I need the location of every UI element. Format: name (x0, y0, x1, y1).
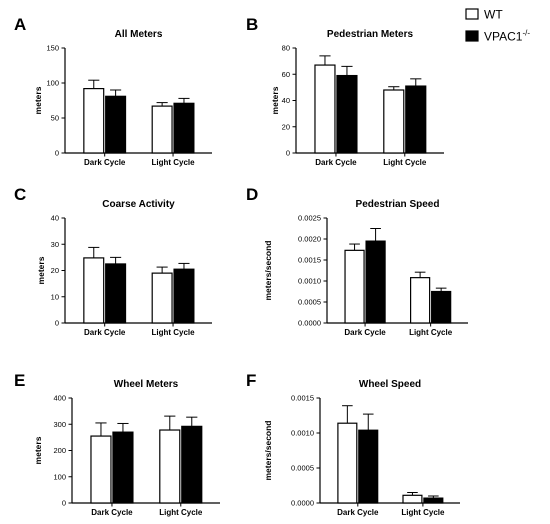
y-tick-label-d-0: 0.0000 (298, 319, 321, 328)
bar-a-wt-1 (151, 105, 173, 154)
y-tick-label-e-4: 400 (53, 394, 66, 403)
y-tick-label-a-0: 0 (55, 149, 59, 158)
bar-d-vpac1-0 (365, 240, 386, 324)
y-tick-label-d-3: 0.0015 (298, 256, 321, 265)
panel-label-b: B (246, 15, 258, 34)
y-tick-label-f-1: 0.0005 (291, 464, 314, 473)
y-tick-label-f-3: 0.0015 (291, 394, 314, 403)
bar-c-vpac1-1 (173, 268, 195, 324)
legend-label-vpac1: VPAC1-/- (484, 29, 530, 44)
legend-swatch-wt (465, 8, 479, 20)
bar-f-vpac1-1 (423, 497, 444, 504)
panel-label-a: A (14, 15, 26, 34)
category-label-b-1: Light Cycle (383, 158, 427, 167)
bar-a-vpac1-1 (173, 102, 195, 154)
category-label-c-1: Light Cycle (151, 328, 195, 337)
panel-c: C Coarse Activity meters 0 10 20 30 40 Dark Cycl… (14, 185, 212, 337)
bar-f-vpac1-0 (358, 429, 379, 504)
bar-e-wt-1 (159, 429, 181, 504)
y-tick-label-f-2: 0.0010 (291, 429, 314, 438)
y-tick-label-c-3: 30 (51, 240, 59, 249)
category-label-c-0: Dark Cycle (84, 328, 126, 337)
chart-title-d: Pedestrian Speed (356, 199, 440, 210)
panel-label-f: F (246, 371, 256, 390)
y-tick-label-e-3: 300 (53, 420, 66, 429)
y-tick-label-c-0: 0 (55, 319, 59, 328)
y-axis-label-b: meters (270, 86, 280, 114)
category-label-a-0: Dark Cycle (84, 158, 126, 167)
category-label-f-1: Light Cycle (401, 508, 445, 517)
y-axis-label-f: meters/second (263, 421, 273, 481)
legend-label-vpac1-main: VPAC1 (484, 30, 523, 44)
bar-a-vpac1-0 (105, 95, 127, 154)
panel-a: A All Meters meters 0 50 100 150 Dark Cycle Ligh… (14, 15, 212, 167)
panel-d: D Pedestrian Speed meters/second 0.0000 0.00… (246, 185, 468, 337)
category-label-f-0: Dark Cycle (337, 508, 379, 517)
legend: WT VPAC1-/- (465, 8, 530, 44)
chart-title-c: Coarse Activity (102, 199, 175, 210)
category-label-d-0: Dark Cycle (344, 328, 386, 337)
bar-f-wt-1 (402, 494, 423, 504)
panel-label-d: D (246, 185, 258, 204)
bar-d-wt-0 (344, 249, 365, 324)
y-axis-label-e: meters (33, 436, 43, 464)
y-tick-label-e-2: 200 (53, 446, 66, 455)
y-axis-label-d: meters/second (263, 241, 273, 301)
category-label-d-1: Light Cycle (409, 328, 453, 337)
bar-e-vpac1-0 (112, 431, 134, 504)
chart-title-f: Wheel Speed (359, 379, 421, 390)
bar-c-wt-1 (151, 272, 173, 324)
y-tick-label-b-0: 0 (286, 149, 290, 158)
y-tick-label-e-1: 100 (53, 472, 66, 481)
bar-c-vpac1-0 (105, 263, 127, 324)
y-tick-label-c-2: 20 (51, 266, 59, 275)
panel-b: B Pedestrian Meters meters 0 20 40 60 80 Dark Cy… (246, 15, 444, 167)
bar-c-wt-0 (83, 257, 105, 324)
category-label-e-0: Dark Cycle (91, 508, 133, 517)
chart-title-a: All Meters (115, 29, 163, 40)
y-tick-label-f-0: 0.0000 (291, 499, 314, 508)
y-tick-label-b-2: 40 (282, 96, 290, 105)
category-label-e-1: Light Cycle (159, 508, 203, 517)
panel-label-c: C (14, 185, 26, 204)
y-tick-label-a-1: 50 (51, 114, 59, 123)
bar-b-wt-0 (314, 64, 336, 154)
legend-label-wt: WT (484, 8, 503, 22)
y-tick-label-d-5: 0.0025 (298, 214, 321, 223)
panel-f: F Wheel Speed meters/second 0.0000 0.0005 0.0… (246, 371, 460, 517)
chart-title-e: Wheel Meters (114, 379, 179, 390)
y-tick-label-a-2: 100 (46, 79, 59, 88)
category-label-b-0: Dark Cycle (315, 158, 357, 167)
panel-e: E Wheel Meters meters 0 100 200 300 400 Dark Cyc… (14, 371, 220, 517)
y-axis-label-c: meters (36, 256, 46, 284)
panel-label-e: E (14, 371, 25, 390)
y-tick-label-e-0: 0 (62, 499, 66, 508)
y-tick-label-c-4: 40 (51, 214, 59, 223)
y-tick-label-d-2: 0.0010 (298, 277, 321, 286)
bar-d-vpac1-1 (431, 290, 452, 324)
y-tick-label-d-1: 0.0005 (298, 298, 321, 307)
bar-e-vpac1-1 (181, 425, 203, 504)
category-label-a-1: Light Cycle (151, 158, 195, 167)
y-axis-label-a: meters (33, 86, 43, 114)
bar-d-wt-1 (410, 277, 431, 324)
y-tick-label-b-1: 20 (282, 122, 290, 131)
chart-title-b: Pedestrian Meters (327, 29, 414, 40)
bar-b-wt-1 (383, 89, 405, 154)
bar-b-vpac1-1 (405, 85, 427, 154)
bar-f-wt-0 (337, 422, 358, 504)
bar-a-wt-0 (83, 87, 105, 154)
bar-b-vpac1-0 (336, 74, 358, 154)
legend-label-vpac1-sup: -/- (522, 29, 530, 38)
y-tick-label-a-3: 150 (46, 44, 59, 53)
y-tick-label-b-4: 80 (282, 44, 290, 53)
legend-swatch-vpac1 (465, 30, 479, 42)
y-tick-label-d-4: 0.0020 (298, 235, 321, 244)
y-tick-label-c-1: 10 (51, 292, 59, 301)
bar-e-wt-0 (90, 435, 112, 504)
y-tick-label-b-3: 60 (282, 70, 290, 79)
